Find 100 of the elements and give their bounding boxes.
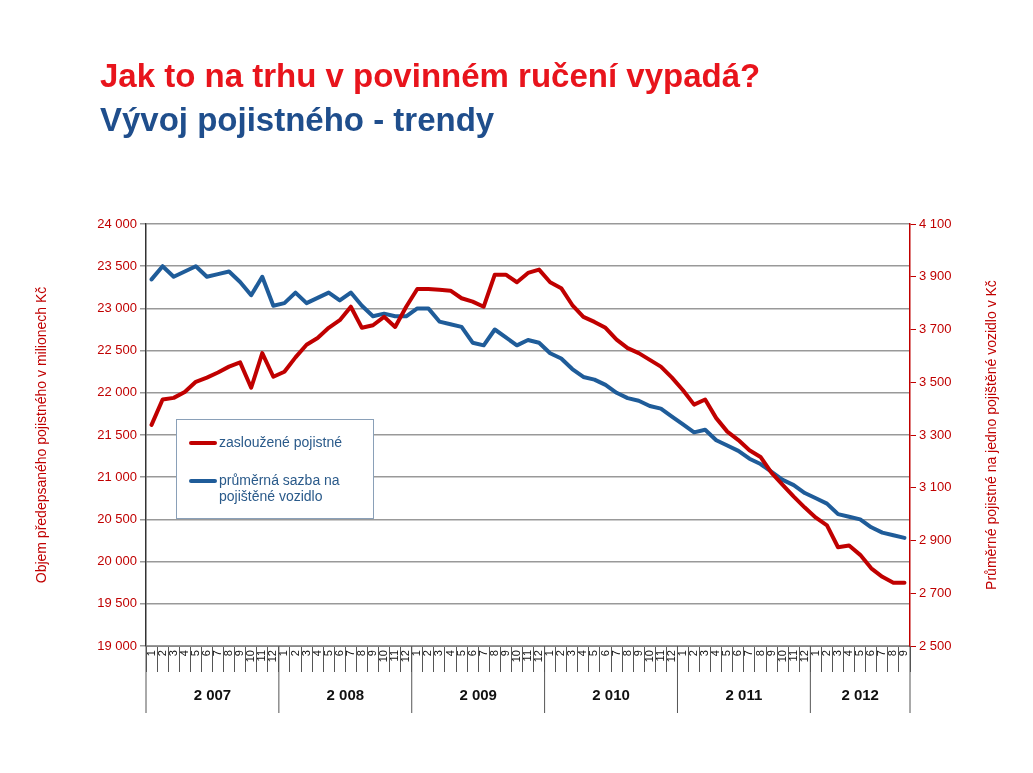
x-tick-label: 8 [886,650,899,657]
x-tick-label: 5 [587,650,600,657]
x-tick-label: 3 [299,650,312,657]
x-tick-label: 7 [742,650,755,657]
x-tick-label: 5 [454,650,467,657]
x-tick-label: 1 [676,650,689,657]
x-tick-label: 3 [698,650,711,657]
y-tick-label: 22 000 [97,384,137,400]
x-tick-label: 10 [377,650,390,663]
x-tick-label: 12 [399,650,412,663]
y-tick-label: 20 000 [97,553,137,569]
x-tick-label: 11 [521,650,534,662]
x-tick-label: 7 [343,650,356,657]
x-tick-label: 6 [864,650,877,657]
x-tick-label: 5 [321,650,334,657]
x-tick-label: 11 [653,650,666,662]
y-tick-label: 23 500 [97,257,137,273]
x-tick-label: 6 [598,650,611,657]
legend-label: průměrná sazba na pojištěné vozidlo [219,471,341,504]
x-tick-label: 2 [819,650,832,657]
x-tick-label: 5 [188,650,201,657]
y2-tick-label: 3 100 [919,479,952,495]
y2-tick-label: 2 500 [919,637,952,653]
x-tick-label: 2 [687,650,700,657]
y2-axis-title: Průměrné pojistné na jedno pojištěné vozidlo v Kč [982,280,999,590]
x-tick-label: 1 [277,650,290,657]
x-tick-label: 1 [808,650,821,657]
text: 2 011 [725,686,763,704]
x-tick-label: 1 [543,650,556,657]
y2-tick-label: 2 700 [919,584,952,600]
y-tick-label: 23 000 [97,299,137,315]
x-tick-label: 9 [631,650,644,657]
y-tick-label: 19 000 [97,637,137,653]
x-tick-label: 2 [421,650,434,657]
x-tick-label: 4 [842,650,855,657]
x-tick-label: 9 [366,650,379,657]
x-tick-label: 8 [354,650,367,657]
x-tick-label: 4 [177,650,190,657]
text: 2 010 [592,686,630,704]
x-tick-label: 6 [332,650,345,657]
x-tick-label: 8 [487,650,500,657]
y2-tick-label: 3 300 [919,426,952,442]
x-tick-label: 2 [554,650,567,657]
x-tick-label: 9 [233,650,246,657]
x-tick-label: 11 [786,650,799,662]
x-tick-label: 5 [853,650,866,657]
text: 2 012 [841,686,879,704]
x-tick-label: 10 [244,650,257,663]
x-tick-label: 5 [720,650,733,657]
x-tick-label: 10 [509,650,522,663]
y2-tick-label: 3 700 [919,321,952,337]
x-tick-label: 12 [664,650,677,663]
x-tick-label: 2 [155,650,168,657]
x-tick-label: 4 [709,650,722,657]
x-tick-label: 11 [388,650,401,662]
y-tick-label: 20 500 [97,510,137,526]
x-tick-label: 2 [288,650,301,657]
x-tick-label: 7 [875,650,888,657]
y-tick-label: 21 000 [97,468,137,484]
x-tick-label: 3 [831,650,844,657]
x-tick-label: 1 [410,650,423,657]
x-tick-label: 8 [753,650,766,657]
legend-label: zasloužené pojistné [219,433,342,450]
text: 2 009 [459,686,497,704]
x-tick-label: 7 [476,650,489,657]
x-tick-label: 10 [642,650,655,663]
x-tick-label: 3 [166,650,179,657]
y2-tick-label: 3 900 [919,268,952,284]
y2-tick-label: 4 100 [919,215,952,231]
x-tick-label: 3 [565,650,578,657]
y2-tick-label: 3 500 [919,373,952,389]
y-tick-label: 22 500 [97,342,137,358]
x-tick-label: 12 [266,650,279,663]
x-tick-label: 10 [775,650,788,663]
x-tick-label: 11 [255,650,268,662]
y2-tick-label: 2 900 [919,532,952,548]
y-axis-title: Objem předepsaného pojistného v milionech Kč [33,286,50,584]
text: 2 008 [326,686,365,704]
x-tick-label: 3 [432,650,445,657]
x-tick-label: 9 [498,650,511,657]
x-tick-label: 7 [211,650,223,657]
x-tick-label: 9 [897,650,910,657]
x-tick-label: 6 [199,650,212,657]
x-tick-label: 7 [609,650,622,657]
text: 2 007 [193,686,232,704]
x-tick-label: 1 [144,650,157,657]
chart-subtitle: Vývoj pojistného - trendy [100,100,495,140]
x-tick-label: 12 [797,650,810,663]
x-tick-label: 6 [731,650,744,657]
y-tick-label: 24 000 [97,215,137,231]
x-tick-label: 9 [764,650,777,657]
x-tick-label: 12 [532,650,545,663]
chart-title: Jak to na trhu v povinném ručení vypadá? [100,56,761,96]
x-tick-label: 6 [465,650,478,657]
x-tick-label: 8 [620,650,633,657]
x-tick-label: 4 [576,650,589,657]
x-tick-label: 8 [222,650,235,657]
x-tick-label: 4 [310,650,323,657]
y-tick-label: 21 500 [97,426,137,442]
y-tick-label: 19 500 [97,595,137,611]
